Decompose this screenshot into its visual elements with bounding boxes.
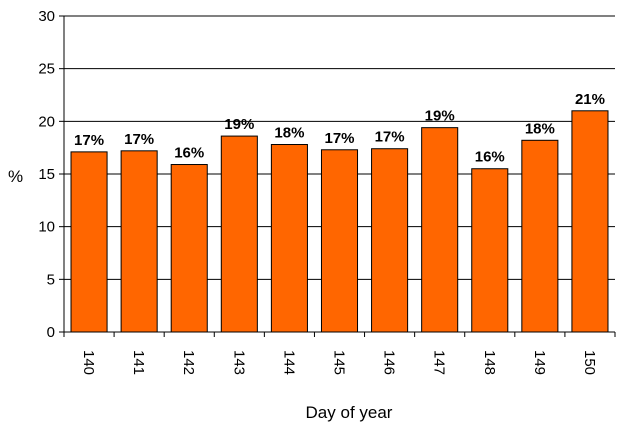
bar-145 [320,149,359,333]
x-tick-label: 142 [180,350,197,375]
y-tick-label: 25 [38,61,55,78]
data-label: 17% [74,132,104,149]
x-tick-label: 146 [381,350,398,375]
bar-148 [471,168,509,333]
data-label: 16% [475,149,505,166]
y-tick-label: 0 [47,324,55,341]
data-label: 17% [324,130,354,147]
data-label: 17% [124,131,154,148]
axes [59,15,616,337]
bar-149 [521,139,559,333]
x-tick-label: 148 [481,350,498,375]
y-tick-label: 20 [38,113,55,130]
y-tick-label: 5 [47,271,55,288]
x-tick-label: 150 [581,350,598,375]
x-tick-label: 141 [130,350,147,375]
x-tick-label: 143 [230,350,247,375]
y-axis-label: % [8,167,23,186]
bar-144 [270,144,308,333]
data-labels: 17% 17% 16% 19% 18% 17% 17% 19% 16% 18% 21% [74,91,605,166]
x-tick-label: 145 [331,350,348,375]
x-tick-labels: 140 141 142 143 144 145 146 147 148 149 150 [80,350,598,375]
x-axis-label: Day of year [306,403,393,422]
bar-143 [220,135,258,333]
y-tick-label: 10 [38,219,55,236]
bar-142 [170,164,208,333]
bars [70,110,609,333]
x-tick-label: 140 [80,350,97,375]
data-label: 16% [174,145,204,162]
x-tick-label: 147 [431,350,448,375]
bar-147 [421,127,459,333]
data-label: 19% [425,108,455,125]
y-tick-label: 30 [38,8,55,25]
x-tick-label: 149 [531,350,548,375]
bar-140 [70,151,108,333]
data-label: 18% [525,120,555,137]
data-label: 19% [224,116,254,133]
data-label: 17% [375,129,405,146]
data-label: 21% [575,91,605,108]
bar-141 [120,150,158,333]
x-tick-label: 144 [280,350,297,375]
y-tick-label: 15 [38,166,55,183]
bar-146 [371,148,409,333]
bar-150 [571,110,609,333]
y-tick-labels: 0 5 10 15 20 25 30 [38,8,55,341]
data-label: 18% [274,125,304,142]
